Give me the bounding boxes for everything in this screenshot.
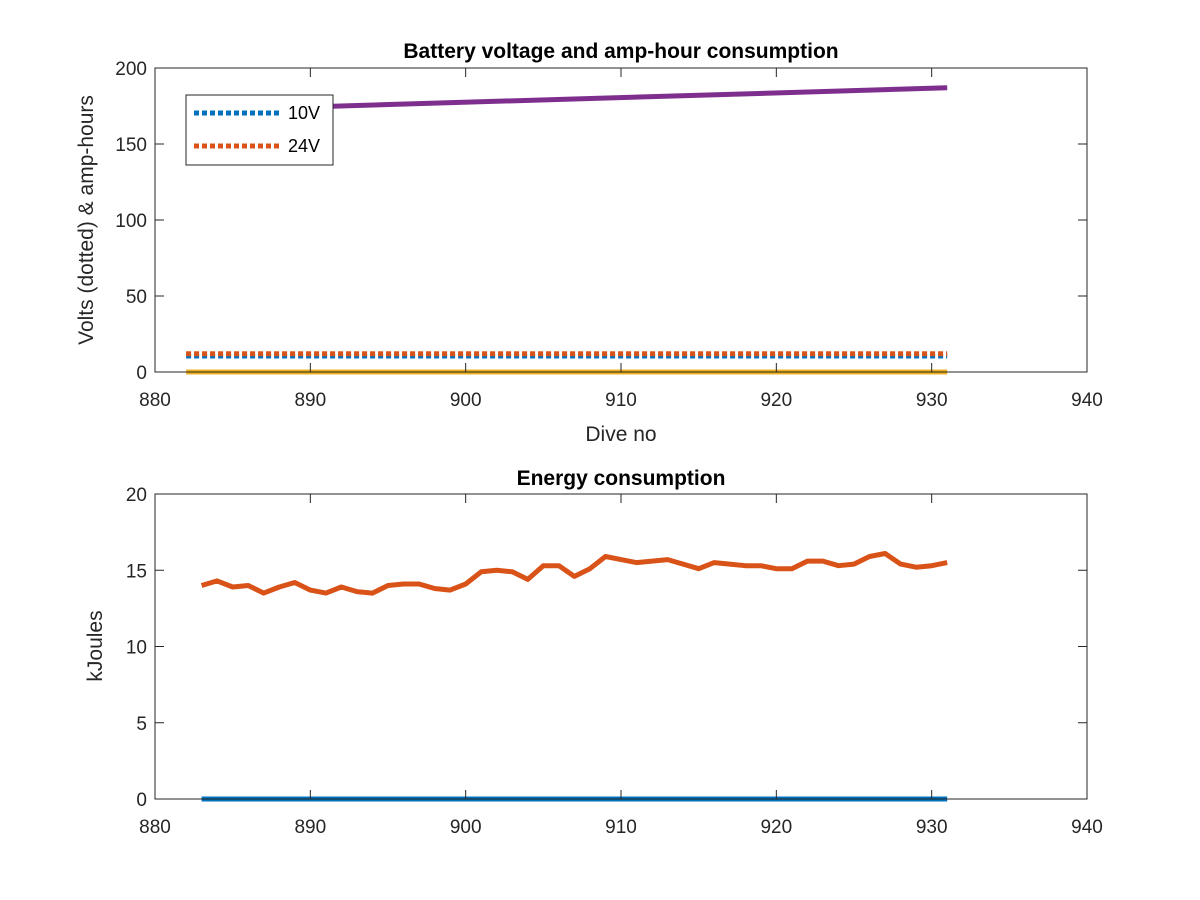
legend: 10V 24V — [185, 94, 334, 166]
chart-title: Battery voltage and amp-hour consumption — [403, 40, 838, 63]
energy-subplot: 880 890 900 910 920 930 940 0 5 10 15 20 Energy con… — [84, 467, 1103, 838]
ticks-layer: 880 890 900 910 920 930 940 0 50 100 150 200 — [115, 59, 1103, 411]
y-axis-label: kJoules — [84, 610, 107, 681]
x-tick-label: 910 — [605, 390, 637, 411]
x-tick-label: 940 — [1071, 817, 1103, 838]
x-tick-label: 930 — [916, 390, 948, 411]
y-axis-label: Volts (dotted) & amp-hours — [75, 95, 98, 345]
x-tick-label: 940 — [1071, 390, 1103, 411]
y-tick-label: 150 — [115, 135, 147, 156]
x-tick-label: 900 — [450, 817, 482, 838]
x-axis-label: Dive no — [585, 423, 656, 446]
x-tick-label: 880 — [139, 390, 171, 411]
y-tick-label: 15 — [126, 561, 147, 582]
y-tick-label: 20 — [126, 485, 147, 506]
ticks-layer: 880 890 900 910 920 930 940 0 5 10 15 20 — [126, 485, 1103, 838]
x-tick-label: 890 — [294, 390, 326, 411]
y-tick-label: 5 — [136, 714, 147, 735]
legend-label-24v: 24V — [288, 136, 320, 156]
series-line-series-1 — [200, 551, 948, 596]
x-tick-label: 930 — [916, 817, 948, 838]
y-tick-label: 50 — [126, 287, 147, 308]
plot-area — [155, 494, 1087, 799]
x-tick-label: 900 — [450, 390, 482, 411]
legend-label-10v: 10V — [288, 103, 320, 123]
x-tick-label: 910 — [605, 817, 637, 838]
legend-box — [185, 94, 334, 166]
y-tick-label: 200 — [115, 59, 147, 80]
battery-subplot: 880 890 900 910 920 930 940 0 50 100 150 200 Batter… — [75, 40, 1103, 446]
x-tick-label: 920 — [760, 817, 792, 838]
x-tick-label: 890 — [294, 817, 326, 838]
x-tick-label: 920 — [760, 390, 792, 411]
x-tick-label: 880 — [139, 817, 171, 838]
y-tick-label: 0 — [136, 363, 147, 384]
y-tick-label: 0 — [136, 790, 147, 811]
y-tick-label: 100 — [115, 211, 147, 232]
y-tick-label: 10 — [126, 638, 147, 659]
chart-title: Energy consumption — [517, 467, 726, 490]
